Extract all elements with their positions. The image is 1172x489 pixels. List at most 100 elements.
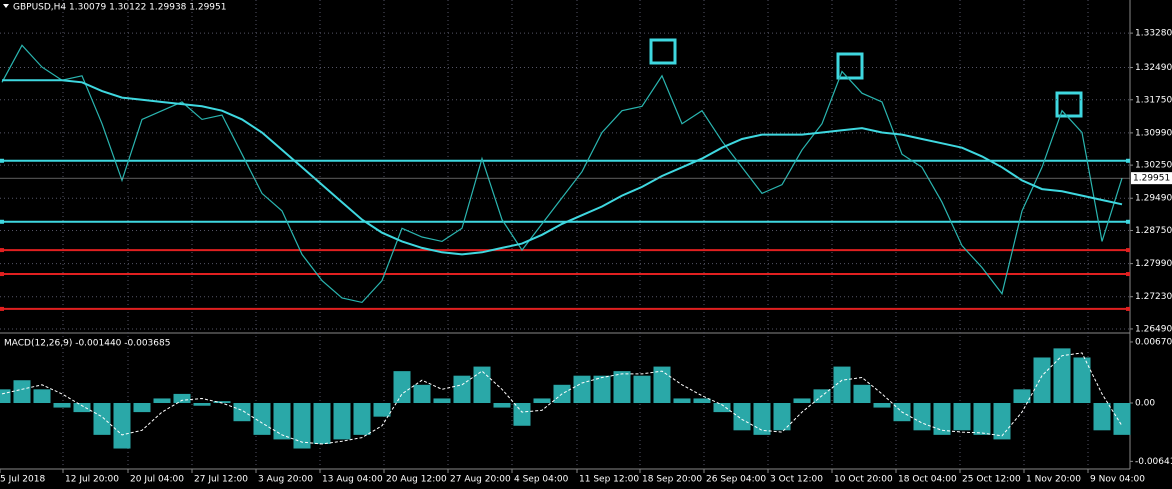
highlight-box xyxy=(836,52,864,80)
level-handle xyxy=(0,306,4,311)
histogram-bar xyxy=(153,398,171,404)
macd-header: MACD(12,26,9) -0.001440 -0.003685 xyxy=(4,339,170,349)
x-tick-label: 20 Jul 04:00 xyxy=(130,475,184,485)
x-tick-label: 18 Sep 20:00 xyxy=(642,475,702,485)
x-tick-label: 12 Jul 20:00 xyxy=(65,475,119,485)
histogram-bar xyxy=(0,389,11,404)
level-handle xyxy=(1126,272,1130,277)
histogram-bar xyxy=(1033,357,1051,404)
histogram-bar xyxy=(193,403,211,406)
histogram-bar xyxy=(1093,403,1111,431)
histogram-bar xyxy=(413,384,431,404)
level-handle xyxy=(0,248,4,253)
y-tick-label: 1.30250 xyxy=(1135,161,1172,171)
histogram-bar xyxy=(453,375,471,404)
histogram-bar xyxy=(953,403,971,431)
highlight-box xyxy=(1055,91,1083,118)
histogram-bar xyxy=(1113,403,1131,435)
histogram-bar xyxy=(593,375,611,404)
histogram-bar xyxy=(373,403,391,417)
histogram-bar xyxy=(513,403,531,426)
histogram-bar xyxy=(393,371,411,404)
x-tick-label: 4 Sep 04:00 xyxy=(514,475,569,485)
x-tick-label: 13 Aug 04:00 xyxy=(322,475,383,485)
histogram-bar xyxy=(13,380,31,404)
histogram-bar xyxy=(53,403,71,408)
level-handle xyxy=(0,219,4,224)
x-tick-label: 5 Jul 2018 xyxy=(0,475,45,485)
x-tick-label: 3 Oct 12:00 xyxy=(770,475,823,485)
current-price-label: 1.29951 xyxy=(1133,174,1170,184)
histogram-bar xyxy=(33,389,51,404)
histogram-bar xyxy=(333,403,351,440)
x-tick-label: 1 Nov 20:00 xyxy=(1026,475,1081,485)
y-tick-label: 0.006705 xyxy=(1135,337,1172,347)
histogram-bar xyxy=(613,371,631,404)
histogram-bar xyxy=(293,403,311,449)
histogram-bar xyxy=(913,403,931,431)
histogram-bar xyxy=(633,375,651,404)
histogram-bar xyxy=(433,398,451,404)
level-handle xyxy=(1126,306,1130,311)
histogram-bar xyxy=(113,403,131,449)
x-tick-label: 10 Oct 20:00 xyxy=(834,475,893,485)
histogram-bar xyxy=(973,403,991,435)
histogram-bar xyxy=(173,393,191,404)
x-tick-label: 3 Aug 20:00 xyxy=(258,475,313,485)
x-tick-label: 9 Nov 04:00 xyxy=(1090,475,1145,485)
histogram-bar xyxy=(93,403,111,435)
y-tick-label: 1.27230 xyxy=(1135,292,1172,302)
level-handle xyxy=(0,158,4,163)
histogram-bar xyxy=(753,403,771,435)
series-line xyxy=(1,352,1123,445)
x-tick-label: 26 Sep 04:00 xyxy=(706,475,766,485)
histogram-bar xyxy=(253,403,271,435)
highlight-box xyxy=(649,38,677,65)
level-handle xyxy=(1126,219,1130,224)
level-handle xyxy=(1126,248,1130,253)
histogram-bar xyxy=(693,398,711,404)
histogram-bar xyxy=(1053,348,1071,404)
x-tick-label: 27 Jul 12:00 xyxy=(194,475,248,485)
histogram-bar xyxy=(533,398,551,404)
histogram-bar xyxy=(573,375,591,404)
histogram-bar xyxy=(933,403,951,435)
y-tick-label: 1.29490 xyxy=(1135,194,1172,204)
y-tick-label: 1.31750 xyxy=(1135,95,1172,105)
histogram-bar xyxy=(1013,389,1031,404)
histogram-bar xyxy=(493,403,511,408)
y-tick-label: 1.26490 xyxy=(1135,324,1172,334)
symbol-icon xyxy=(3,4,9,8)
x-tick-label: 18 Oct 04:00 xyxy=(898,475,957,485)
x-tick-label: 27 Aug 20:00 xyxy=(450,475,511,485)
histogram-bar xyxy=(793,398,811,404)
histogram-bar xyxy=(873,403,891,408)
y-tick-label: 1.28750 xyxy=(1135,226,1172,236)
x-tick-label: 11 Sep 12:00 xyxy=(579,475,639,485)
histogram-bar xyxy=(233,403,251,422)
y-tick-label: 1.27990 xyxy=(1135,259,1172,269)
histogram-bar xyxy=(313,403,331,444)
level-handle xyxy=(0,272,4,277)
histogram-bar xyxy=(713,403,731,413)
histogram-bar xyxy=(353,403,371,435)
series-line xyxy=(1,44,1123,304)
y-tick-label: 1.33280 xyxy=(1135,29,1172,39)
histogram-bar xyxy=(673,398,691,404)
histogram-bar xyxy=(653,366,671,404)
x-tick-label: 25 Oct 12:00 xyxy=(962,475,1021,485)
histogram-bar xyxy=(73,403,91,413)
series-line xyxy=(2,79,1123,256)
y-tick-label: 1.30990 xyxy=(1135,128,1172,138)
histogram-bar xyxy=(773,403,791,431)
y-tick-label: -0.006411 xyxy=(1135,457,1172,467)
histogram-bar xyxy=(133,403,151,413)
current-price-box xyxy=(1131,172,1172,185)
histogram-bar xyxy=(1073,357,1091,404)
level-handle xyxy=(1126,158,1130,163)
histogram-bar xyxy=(853,384,871,404)
symbol-header: GBPUSD,H4 1.30079 1.30122 1.29938 1.2995… xyxy=(13,3,226,13)
histogram-bar xyxy=(733,403,751,431)
y-tick-label: 1.32490 xyxy=(1135,63,1172,73)
